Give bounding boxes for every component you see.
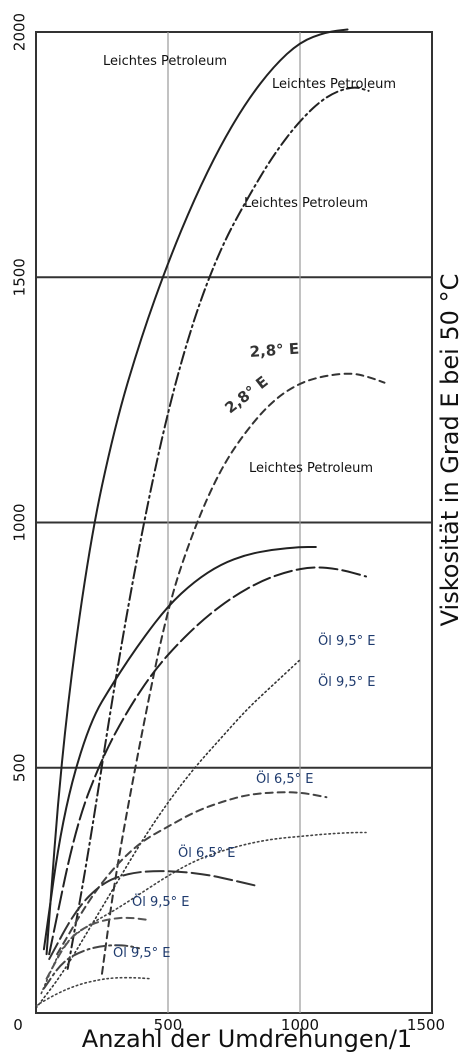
curve-label-oil-6: Öl 9,5° E bbox=[113, 944, 171, 961]
series-line-oil-5 bbox=[42, 944, 140, 990]
x-tick-label: 500 bbox=[154, 1016, 183, 1034]
series-line-oil-3 bbox=[48, 870, 257, 961]
series-layer bbox=[35, 28, 386, 1009]
series-line-petrol-3 bbox=[101, 372, 386, 975]
y-axis-title: Viskosität in Grad E bei 50 °C bbox=[436, 274, 464, 627]
y-tick-label: 500 bbox=[11, 753, 29, 782]
y-tick-label: 1500 bbox=[11, 258, 29, 296]
curve-label-deg-1: 2,8° E bbox=[249, 340, 300, 361]
curve-label-oil-5: Öl 9,5° E bbox=[132, 893, 190, 910]
y-tick-label: 1000 bbox=[11, 503, 29, 541]
curve-label-petrol-2: Leichtes Petroleum bbox=[272, 77, 396, 92]
series-line-petrol-1 bbox=[45, 28, 349, 956]
y-tick-label: 2000 bbox=[11, 13, 29, 51]
series-line-deg-1 bbox=[42, 546, 317, 951]
series-line-deg-2 bbox=[48, 566, 367, 956]
x-tick-label: 1500 bbox=[407, 1016, 445, 1034]
series-line-oil-6 bbox=[35, 976, 151, 1007]
curve-label-petrol-1: Leichtes Petroleum bbox=[103, 54, 227, 69]
curve-label-petrol-3: Leichtes Petroleum bbox=[244, 196, 368, 211]
curve-label-petrol-4: Leichtes Petroleum bbox=[249, 461, 373, 476]
series-line-oil-1 bbox=[56, 791, 328, 956]
x-axis-title: Anzahl der Umdrehungen/1 bbox=[82, 1025, 412, 1053]
series-line-petrol-2 bbox=[66, 86, 370, 970]
x-tick-label: 1000 bbox=[281, 1016, 319, 1034]
curve-label-oil-2: Öl 9,5° E bbox=[318, 673, 376, 690]
curve-label-oil-3: Öl 6,5° E bbox=[256, 770, 314, 787]
curve-label-oil-1: Öl 9,5° E bbox=[318, 632, 376, 649]
curve-label-oil-4: Öl 6,5° E bbox=[178, 844, 236, 861]
x-tick-label: 0 bbox=[13, 1016, 23, 1034]
tick-labels: 0 500 1000 1500 500 1000 1500 2000 bbox=[11, 13, 446, 1034]
